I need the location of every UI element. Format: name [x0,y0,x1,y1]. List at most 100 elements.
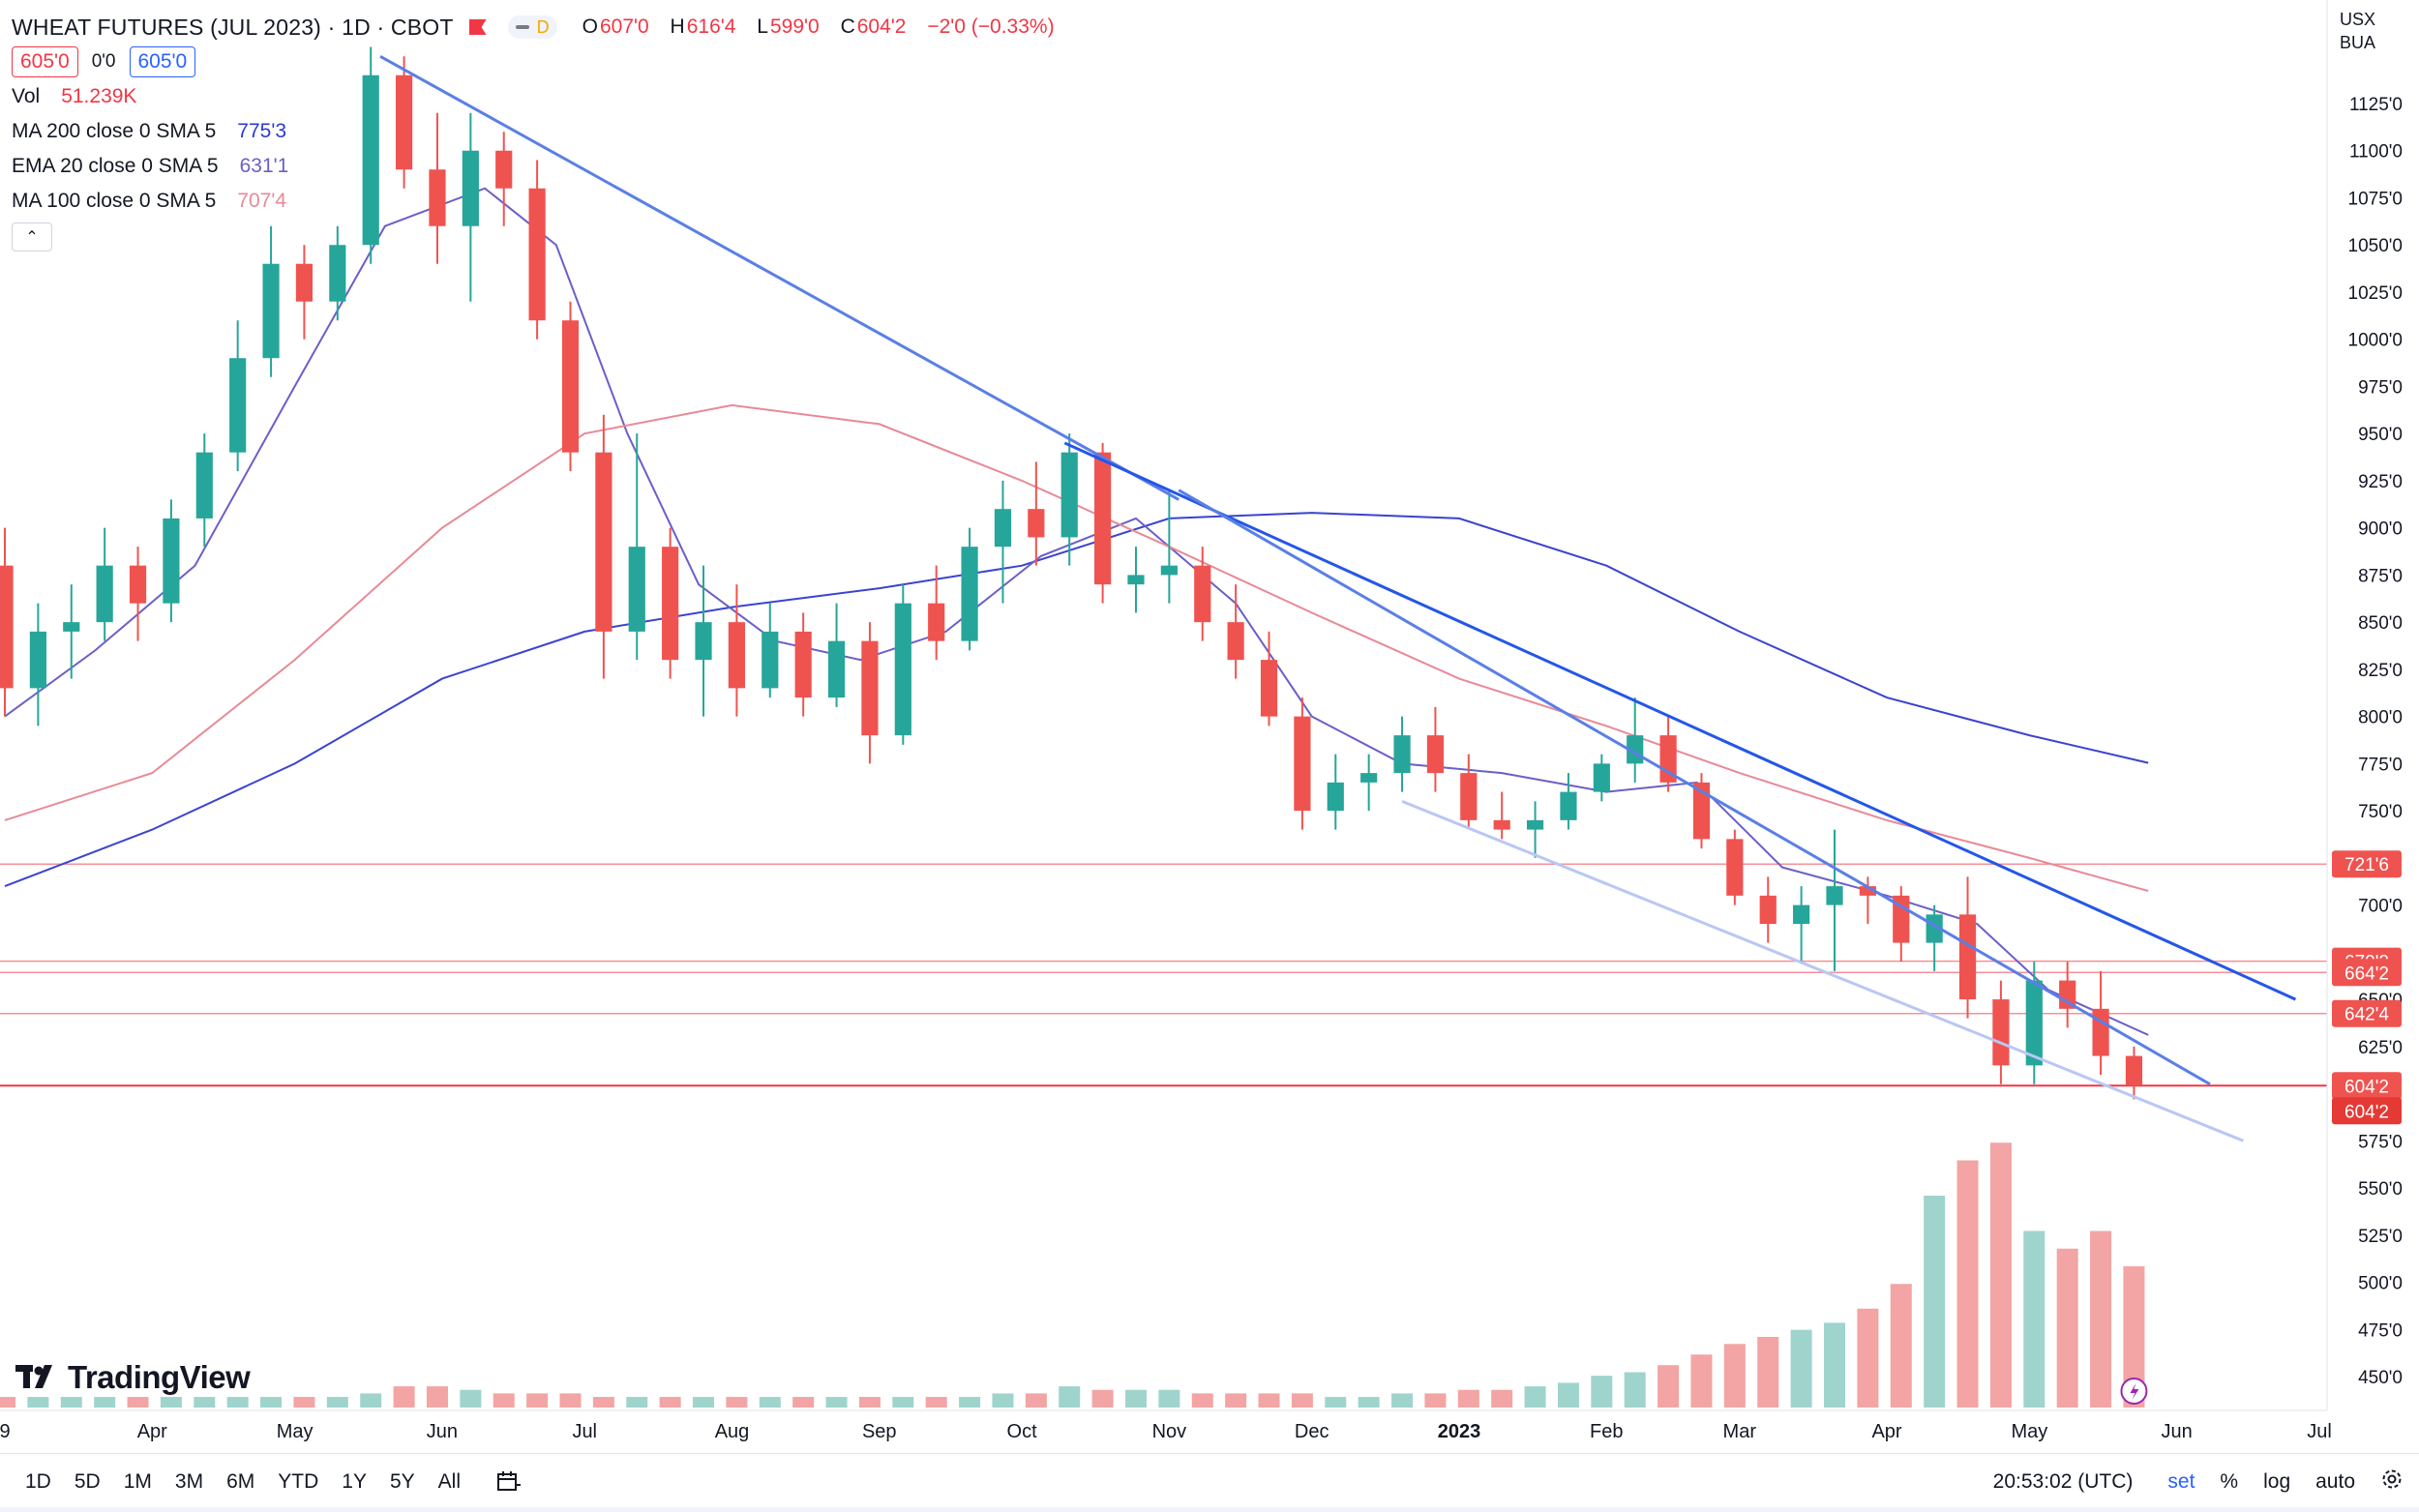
x-tick-label: Sep [862,1421,897,1442]
candle-body [329,245,346,302]
currency-type[interactable]: BUA [2340,33,2376,52]
bottom-toolbar: 1D 5D 1M 3M 6M YTD 1Y 5Y All 20:53:02 (U… [0,1453,2419,1510]
timeframe-6m[interactable]: 6M [226,1470,255,1493]
candle-body [1327,782,1344,812]
candle-body [528,188,546,321]
volume-bar [393,1386,415,1408]
candle-body [595,452,612,632]
level-label-box [2332,850,2402,878]
volume-bar [160,1397,182,1408]
tradingview-logo[interactable]: TradingView [15,1359,251,1396]
candle-body [129,565,147,604]
currency-selector[interactable]: USX BUA [2340,8,2375,54]
volume-bar [1824,1322,1846,1408]
volume-bar [1457,1389,1479,1408]
volume-bar [293,1397,315,1408]
volume-bar [959,1397,981,1408]
y-tick-label: 1000'0 [2348,331,2403,351]
candle-body [229,358,247,453]
volume-bar [260,1397,283,1408]
gear-icon[interactable] [2380,1468,2404,1497]
candle-body [1793,904,1810,925]
candle-body [794,631,812,698]
candle-body [29,631,46,689]
candle-body [662,547,679,661]
x-tick-label: 2023 [1438,1421,1481,1442]
candle-body [1194,565,1211,623]
volume-bar [1723,1344,1746,1408]
y-tick-label: 1125'0 [2349,95,2403,115]
timeframe-1y[interactable]: 1Y [342,1470,367,1493]
candles [0,46,2143,1100]
x-tick-label: Jul [572,1421,597,1442]
timeframe-all[interactable]: All [437,1470,461,1493]
indicator-ma100[interactable]: MA 100 close 0 SMA 5 707'4 [12,184,1070,219]
volume-bar [1258,1393,1280,1408]
y-tick-label: 800'0 [2358,708,2403,728]
x-tick-label: Oct [1007,1421,1038,1442]
volume-bar [1924,1196,1946,1408]
timeframe-ytd[interactable]: YTD [278,1470,319,1493]
candle-body [827,640,846,698]
candle-body [1859,886,1876,896]
price-chart[interactable]: 9 Apr May Jun Jul Aug Sep Oct Nov Dec 2023 Feb Mar Ap… [0,0,2419,1451]
indicator-ma200[interactable]: MA 200 close 0 SMA 5 775'3 [12,114,1070,149]
currency-unit[interactable]: USX [2340,10,2376,29]
y-tick-label: 475'0 [2358,1320,2403,1341]
data-badge[interactable]: D [507,15,557,39]
volume-bar [460,1389,482,1408]
x-tick-label: Nov [1152,1421,1187,1442]
session-button[interactable]: set [2167,1470,2195,1493]
indicator-name: Vol [12,85,41,107]
y-tick-label: 575'0 [2358,1132,2403,1152]
x-tick-label: Jun [427,1421,458,1442]
timeframe-5d[interactable]: 5D [74,1470,101,1493]
flag-icon[interactable] [468,19,487,35]
volume-bar [892,1397,914,1408]
moving-averages [4,187,2149,1036]
ask-button[interactable]: 605'0 [129,46,196,77]
bid-button[interactable]: 605'0 [12,46,78,77]
volume-bar [858,1397,881,1408]
volume-bar [1225,1393,1247,1408]
clock[interactable]: 20:53:02 (UTC) [1992,1470,2134,1493]
volume-bar [493,1393,515,1408]
indicator-vol[interactable]: Vol 51.239K [12,79,1070,114]
volume-bar [1956,1160,1979,1408]
log-toggle[interactable]: log [2263,1470,2291,1493]
trendline [1063,441,2297,1001]
minus-icon [515,25,529,29]
chevron-up-icon: ⌃ [25,229,39,246]
high-label: H [670,15,685,38]
percent-toggle[interactable]: % [2220,1470,2239,1493]
candle-body [1393,735,1411,774]
badge-letter: D [536,16,550,37]
y-tick-label: 1075'0 [2348,189,2403,209]
level-label-text: 721'6 [2344,855,2389,875]
timeframe-3m[interactable]: 3M [174,1470,204,1493]
timeframe-1m[interactable]: 1M [123,1470,152,1493]
volume-bar [1790,1329,1812,1408]
auto-toggle[interactable]: auto [2315,1470,2355,1493]
chart-misc [2120,1378,2148,1405]
symbol-title[interactable]: WHEAT FUTURES (JUL 2023) · 1D · CBOT [12,14,454,40]
level-label-text: 642'4 [2344,1005,2389,1025]
ohlc-values: O607'0 H616'4 L599'0 C604'2 −2'0 (−0.33%… [582,15,1070,39]
date-range-icon[interactable] [497,1471,521,1493]
candle-body [1726,839,1744,896]
indicator-ema20[interactable]: EMA 20 close 0 SMA 5 631'1 [12,149,1070,184]
trendlines[interactable] [379,54,2297,1142]
x-tick-label: Jul [2307,1421,2332,1442]
candle-body [1060,452,1078,538]
x-tick-label: May [277,1421,314,1442]
collapse-legend-button[interactable]: ⌃ [12,222,52,252]
timeframe-5y[interactable]: 5Y [389,1470,415,1493]
close-value: 604'2 [856,15,907,38]
y-tick-label: 975'0 [2358,377,2403,398]
y-tick-label: 500'0 [2358,1274,2403,1294]
x-tick-label: Mar [1723,1421,1757,1442]
y-tick-label: 825'0 [2358,661,2403,681]
timeframe-1d[interactable]: 1D [25,1470,51,1493]
volume-bar [1757,1337,1779,1408]
candle-body [462,150,479,226]
